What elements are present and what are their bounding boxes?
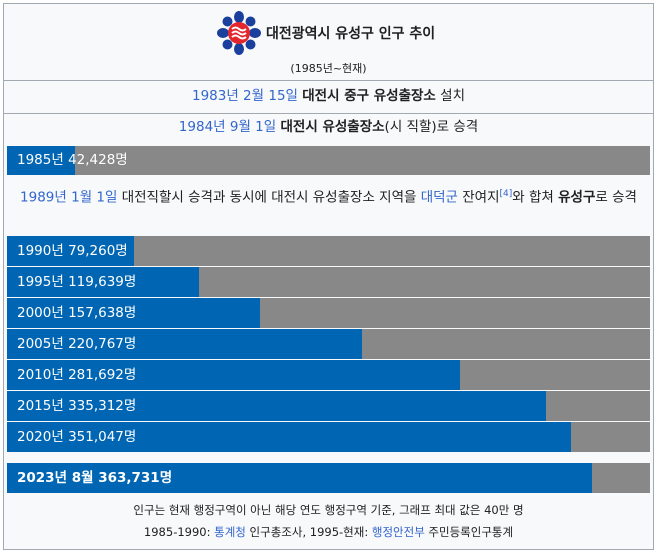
bar-label-2000: 2000년 157,638명 xyxy=(17,305,137,321)
event-1984-rest: (시 직할)로 승격 xyxy=(384,119,479,135)
infobox-subtitle: (1985년~현재) xyxy=(290,62,367,75)
bar-row-2000: 2000년 157,638명 xyxy=(7,298,650,328)
footer-src2-suffix: 주민등록인구통계 xyxy=(424,525,514,539)
reference-4-link[interactable]: [4] xyxy=(499,189,513,199)
bar-label-2005: 2005년 220,767명 xyxy=(17,336,137,352)
bar-label-1990: 1990년 79,260명 xyxy=(17,243,128,259)
bar-2010 xyxy=(7,360,460,390)
event-1984: 1984년 9월 1일 대전시 유성출장소(시 직할)로 승격 xyxy=(4,116,653,138)
event-1989-date-link[interactable]: 1989년 1월 1일 xyxy=(20,189,118,206)
bar-row-2005: 2005년 220,767명 xyxy=(7,329,650,359)
event-1989-text-3: 와 합쳐 xyxy=(512,189,559,206)
event-1984-date-link[interactable]: 1984년 9월 1일 xyxy=(178,119,277,135)
event-1983-bold: 대전시 중구 유성출장소 xyxy=(302,88,436,104)
event-1989-bold: 유성구 xyxy=(558,189,596,206)
event-1989: 1989년 1월 1일 대전직할시 승격과 동시에 대전시 유성출장소 지역을 … xyxy=(4,182,653,211)
bar-row-2015: 2015년 335,312명 xyxy=(7,391,650,421)
statistics-korea-link[interactable]: 통계청 xyxy=(214,525,246,539)
bar-row-2010: 2010년 281,692명 xyxy=(7,360,650,390)
bar-row-2023: 2023년 8월 363,731명 xyxy=(7,463,650,493)
bar-label-2023: 2023년 8월 363,731명 xyxy=(17,470,173,486)
bar-row-1995: 1995년 119,639명 xyxy=(7,267,650,297)
population-infobox: 대전광역시 유성구 인구 추이 (1985년~현재) 1983년 2월 15일 … xyxy=(3,3,654,550)
daedeok-gun-link[interactable]: 대덕군 xyxy=(420,189,458,206)
bar-2000 xyxy=(7,298,261,328)
bar-row-1985: 1985년 42,428명 xyxy=(7,146,650,175)
bar-label-2020: 2020년 351,047명 xyxy=(17,429,137,445)
yuseong-emblem-icon xyxy=(217,11,261,55)
event-1989-text-4: 로 승격 xyxy=(595,189,637,206)
ministry-interior-link[interactable]: 행정안전부 xyxy=(371,525,425,539)
bar-1985 xyxy=(7,146,76,175)
footer-note: 인구는 현재 행정구역이 아닌 해당 연도 행정구역 기준, 그래프 최대 값은… xyxy=(133,503,524,517)
divider xyxy=(4,80,653,81)
event-1983-date-link[interactable]: 1983년 2월 15일 xyxy=(191,88,298,104)
bar-label-1995: 1995년 119,639명 xyxy=(17,274,137,290)
bar-2015 xyxy=(7,391,546,421)
footer-src1-suffix: 인구총조사, 1995-현재: xyxy=(245,525,372,539)
footer-src1-prefix: 1985-1990: xyxy=(143,525,215,539)
bar-row-1990: 1990년 79,260명 xyxy=(7,236,650,266)
bar-2023 xyxy=(7,463,592,493)
event-1989-text: 대전직할시 승격과 동시에 대전시 유성출장소 지역을 xyxy=(117,189,421,206)
event-1989-text-2: 잔여지 xyxy=(457,189,500,206)
bar-label-1985: 1985년 42,428명 xyxy=(17,152,128,168)
event-1983-rest: 설치 xyxy=(435,88,465,104)
infobox-title: 대전광역시 유성구 인구 추이 xyxy=(266,26,436,42)
divider xyxy=(4,113,653,114)
footer-sources: 1985-1990: 통계청 인구총조사, 1995-현재: 행정안전부 주민등… xyxy=(4,524,653,540)
event-1984-bold: 대전시 유성출장소 xyxy=(280,119,385,135)
bar-1990 xyxy=(7,236,135,266)
bar-2005 xyxy=(7,329,362,359)
event-1983: 1983년 2월 15일 대전시 중구 유성출장소 설치 xyxy=(4,85,653,107)
title-row: 대전광역시 유성구 인구 추이 (1985년~현재) xyxy=(4,4,653,80)
bar-label-2010: 2010년 281,692명 xyxy=(17,367,137,383)
bar-label-2015: 2015년 335,312명 xyxy=(17,398,137,414)
bar-1995 xyxy=(7,267,200,297)
bar-2020 xyxy=(7,422,572,452)
bar-row-2020: 2020년 351,047명 xyxy=(7,422,650,452)
